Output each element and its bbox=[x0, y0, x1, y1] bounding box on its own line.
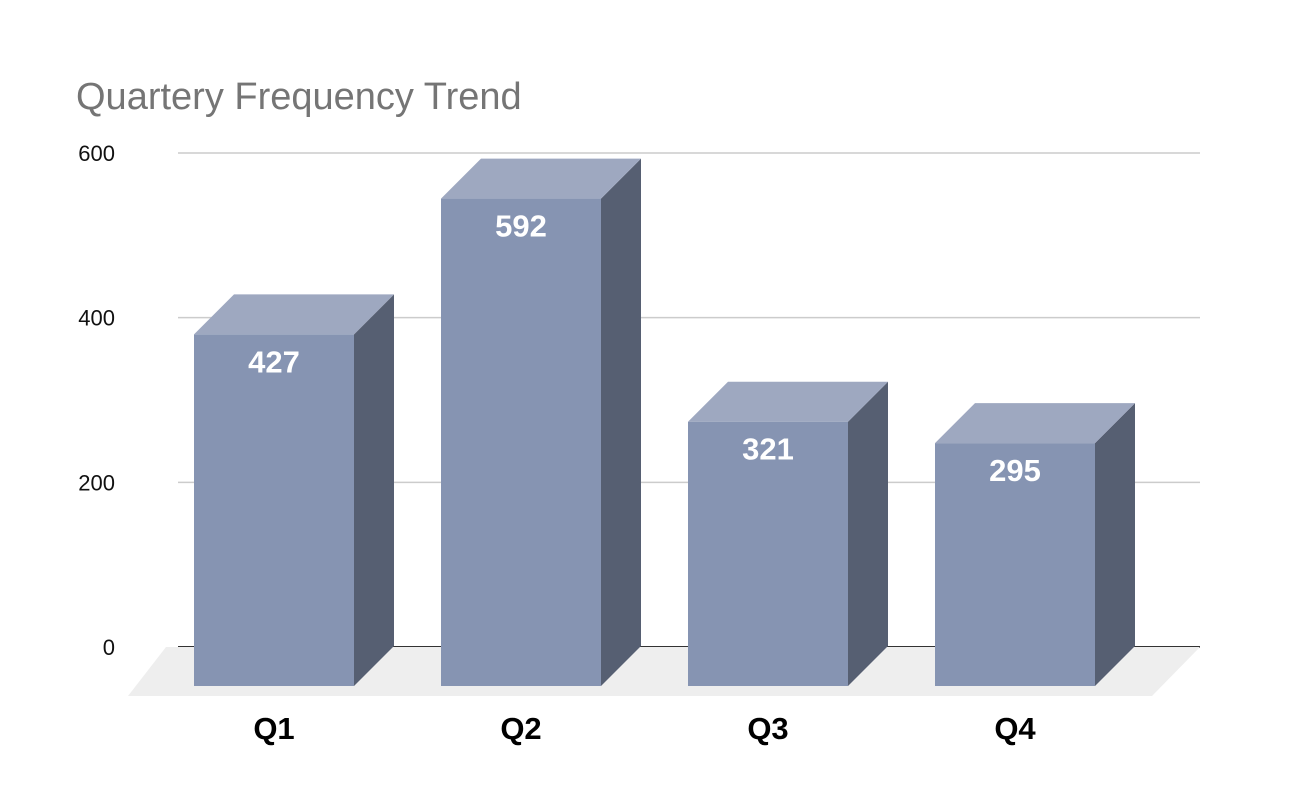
y-axis-ticks: 0 200 400 600 bbox=[78, 141, 115, 660]
bar-top bbox=[688, 381, 888, 422]
bar-front bbox=[688, 421, 848, 686]
bar-q4 bbox=[935, 403, 1135, 686]
x-category-label: Q3 bbox=[747, 711, 788, 746]
bar-side bbox=[601, 158, 641, 686]
bar-top bbox=[441, 158, 641, 199]
data-label: 592 bbox=[495, 209, 547, 244]
x-category-label: Q2 bbox=[500, 711, 541, 746]
bar-side bbox=[848, 381, 888, 686]
bar-side bbox=[354, 294, 394, 686]
bars-layer bbox=[194, 158, 1135, 686]
y-tick-label: 400 bbox=[78, 306, 115, 331]
x-category-label: Q1 bbox=[253, 711, 294, 746]
data-label: 295 bbox=[989, 453, 1041, 488]
y-tick-label: 0 bbox=[103, 635, 115, 660]
labels-layer: 427 Q1 592 Q2 321 Q3 295 Q4 bbox=[248, 209, 1041, 746]
floor-layer bbox=[128, 647, 1200, 696]
bar-top bbox=[194, 294, 394, 335]
x-category-label: Q4 bbox=[994, 711, 1036, 746]
bar-front bbox=[194, 334, 354, 686]
bar-front bbox=[441, 198, 601, 686]
y-tick-label: 200 bbox=[78, 470, 115, 495]
bar-front bbox=[935, 443, 1095, 686]
bar-top bbox=[935, 403, 1135, 444]
data-label: 321 bbox=[742, 432, 794, 467]
y-tick-label: 600 bbox=[78, 141, 115, 166]
chart-floor bbox=[128, 647, 1200, 696]
bar-side bbox=[1095, 403, 1135, 686]
chart-title: Quartery Frequency Trend bbox=[76, 76, 522, 118]
bar-q2 bbox=[441, 158, 641, 686]
data-label: 427 bbox=[248, 344, 300, 379]
bar-q1 bbox=[194, 294, 394, 686]
bar-q3 bbox=[688, 381, 888, 686]
